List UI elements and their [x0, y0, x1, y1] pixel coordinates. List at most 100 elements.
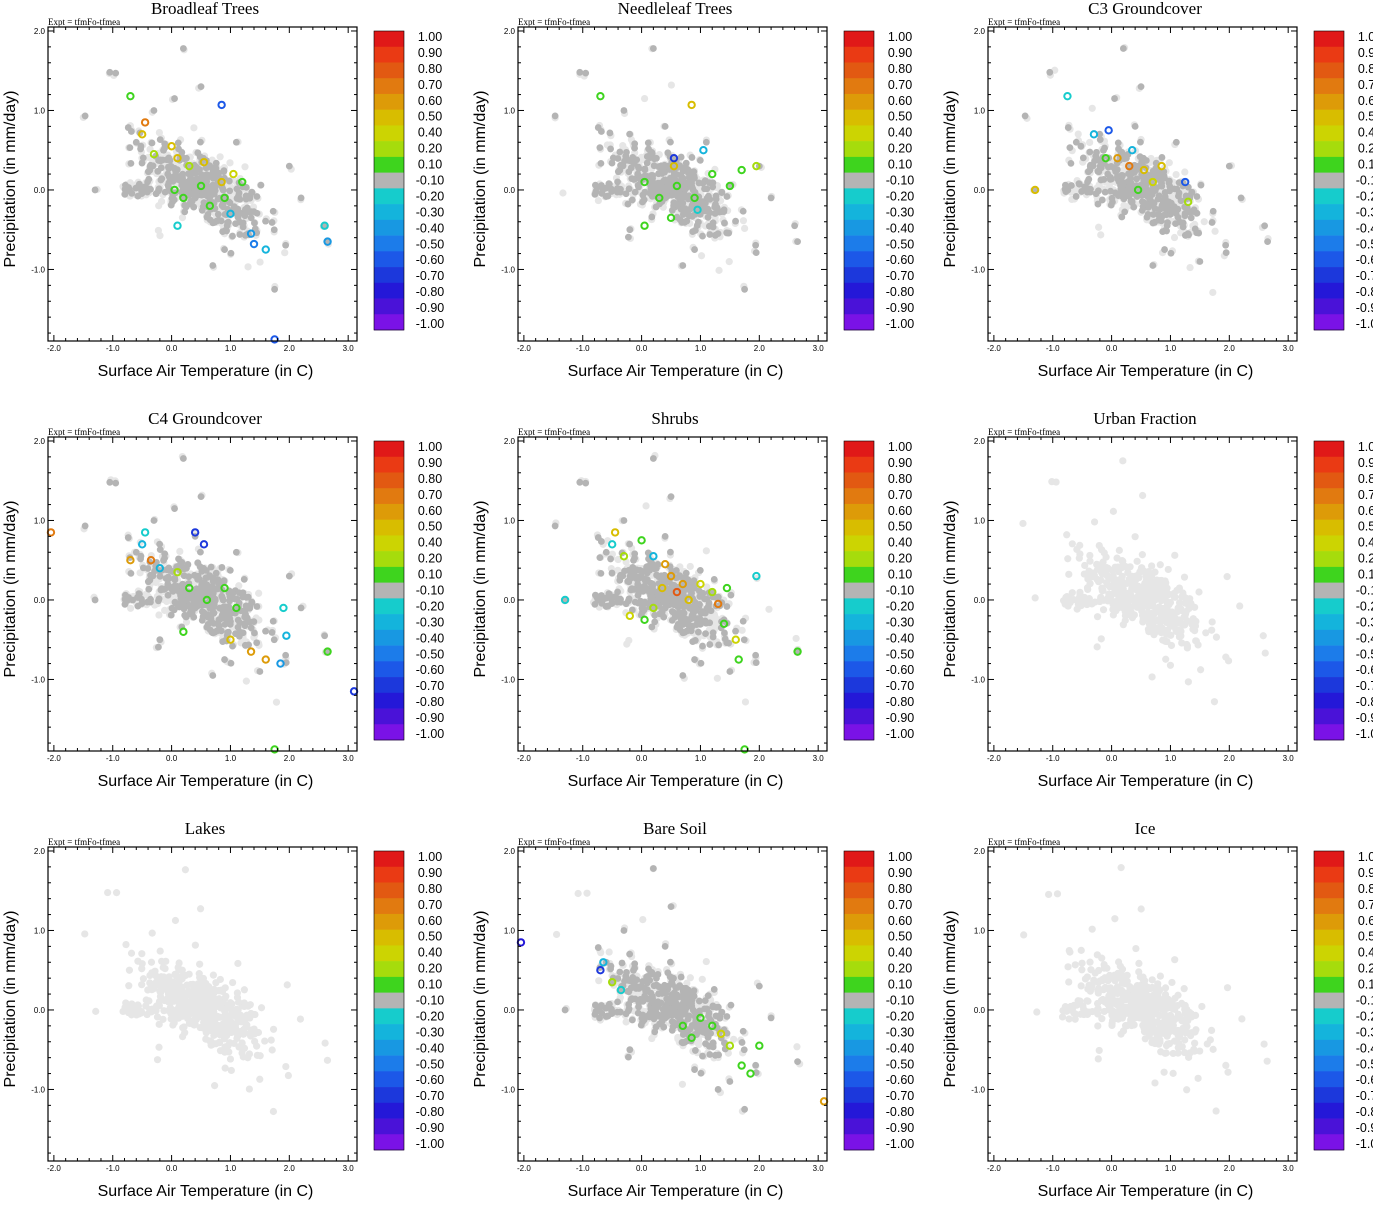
data-point [251, 241, 257, 247]
colorbar-label: 1.00 [1358, 30, 1373, 44]
x-axis-label: Surface Air Temperature (in C) [98, 773, 314, 790]
neutral-point [204, 574, 211, 581]
neutral-point [626, 168, 633, 175]
background-point [741, 225, 748, 232]
neutral-points [82, 455, 331, 679]
background-point [127, 605, 134, 612]
neutral-point [209, 182, 216, 189]
y-tick-label: 2.0 [34, 27, 46, 36]
neutral-point [219, 564, 226, 571]
neutral-point [598, 128, 605, 135]
neutral-point [124, 187, 131, 194]
neutral-point [662, 123, 669, 130]
neutral-point [685, 621, 692, 628]
x-tick-label: 2.0 [284, 754, 296, 763]
neutral-point [1144, 201, 1151, 208]
x-tick-label: -1.0 [106, 754, 120, 763]
data-point [180, 629, 186, 635]
data-point [697, 581, 703, 587]
colorbar-label: -0.20 [416, 599, 445, 613]
neutral-point [224, 219, 231, 226]
neutral-point [270, 208, 277, 215]
neutral-point [701, 595, 708, 602]
neutral-point [620, 162, 627, 169]
neutral-point [1222, 242, 1229, 249]
neutral-point [631, 140, 638, 147]
colorbar-label: 0.50 [1358, 110, 1373, 124]
neutral-point [168, 612, 175, 619]
neutral-point [697, 157, 704, 164]
data-point [48, 529, 54, 535]
neutral-point [607, 556, 614, 563]
colorbar-segment [374, 661, 404, 677]
neutral-point [791, 222, 798, 229]
neutral-point [286, 163, 293, 170]
background-point [1120, 202, 1127, 209]
colorbar-segment [374, 583, 404, 599]
x-tick-label: 0.0 [1106, 344, 1118, 353]
x-axis-label: Surface Air Temperature (in C) [98, 363, 314, 380]
neutral-point [1125, 170, 1132, 177]
neutral-point [1115, 139, 1122, 146]
neutral-point [92, 187, 99, 194]
colorbar-label: -0.10 [416, 584, 445, 598]
neutral-point [248, 214, 255, 221]
colorbar-segment [374, 567, 404, 583]
neutral-point [191, 190, 198, 197]
colorbar-segment [374, 598, 404, 614]
y-tick-label: -1.0 [31, 265, 45, 274]
neutral-point [1226, 163, 1233, 170]
neutral-point [147, 599, 154, 606]
x-tick-label: -2.0 [47, 754, 61, 763]
neutral-point [171, 95, 178, 102]
background-point [668, 81, 675, 88]
neutral-point [728, 592, 735, 599]
neutral-point [1182, 212, 1189, 219]
neutral-point [213, 160, 220, 167]
neutral-point [150, 572, 157, 579]
data-point [174, 223, 180, 229]
neutral-point [209, 262, 216, 269]
colorbar-segment [374, 157, 404, 173]
neutral-point [725, 230, 732, 237]
colorbar-label: 0.90 [418, 46, 442, 60]
neutral-point [715, 230, 722, 237]
colorbar-label: -0.20 [1356, 189, 1373, 203]
neutral-point [233, 139, 240, 146]
neutral-point [145, 586, 152, 593]
colorbar-segment [844, 314, 874, 330]
neutral-point [82, 113, 89, 120]
neutral-point [1118, 214, 1125, 221]
colorbar-segment [374, 283, 404, 299]
neutral-point [232, 220, 239, 227]
neutral-point [149, 140, 156, 147]
colorbar-segment [1314, 125, 1344, 141]
x-tick-label: 3.0 [343, 344, 355, 353]
neutral-point [596, 554, 603, 561]
neutral-point [604, 193, 611, 200]
neutral-point [636, 575, 643, 582]
colorbar-segment [374, 110, 404, 126]
neutral-point [667, 139, 674, 146]
colorbar-segment [1314, 173, 1344, 189]
neutral-point [1101, 176, 1108, 183]
background-point [176, 548, 183, 555]
neutral-point [246, 195, 253, 202]
neutral-point [598, 190, 605, 197]
neutral-point [242, 622, 249, 629]
colorbar-segment [374, 646, 404, 662]
neutral-point [752, 652, 759, 659]
neutral-point [151, 517, 158, 524]
neutral-point [646, 588, 653, 595]
neutral-point [642, 166, 649, 173]
colorbar-segment [844, 188, 874, 204]
neutral-point [607, 146, 614, 153]
neutral-point [607, 130, 614, 137]
x-tick-label: -1.0 [1046, 344, 1060, 353]
colorbar-label: -0.60 [416, 663, 445, 677]
neutral-point [224, 629, 231, 636]
neutral-point [133, 549, 140, 556]
neutral-point [1090, 162, 1097, 169]
